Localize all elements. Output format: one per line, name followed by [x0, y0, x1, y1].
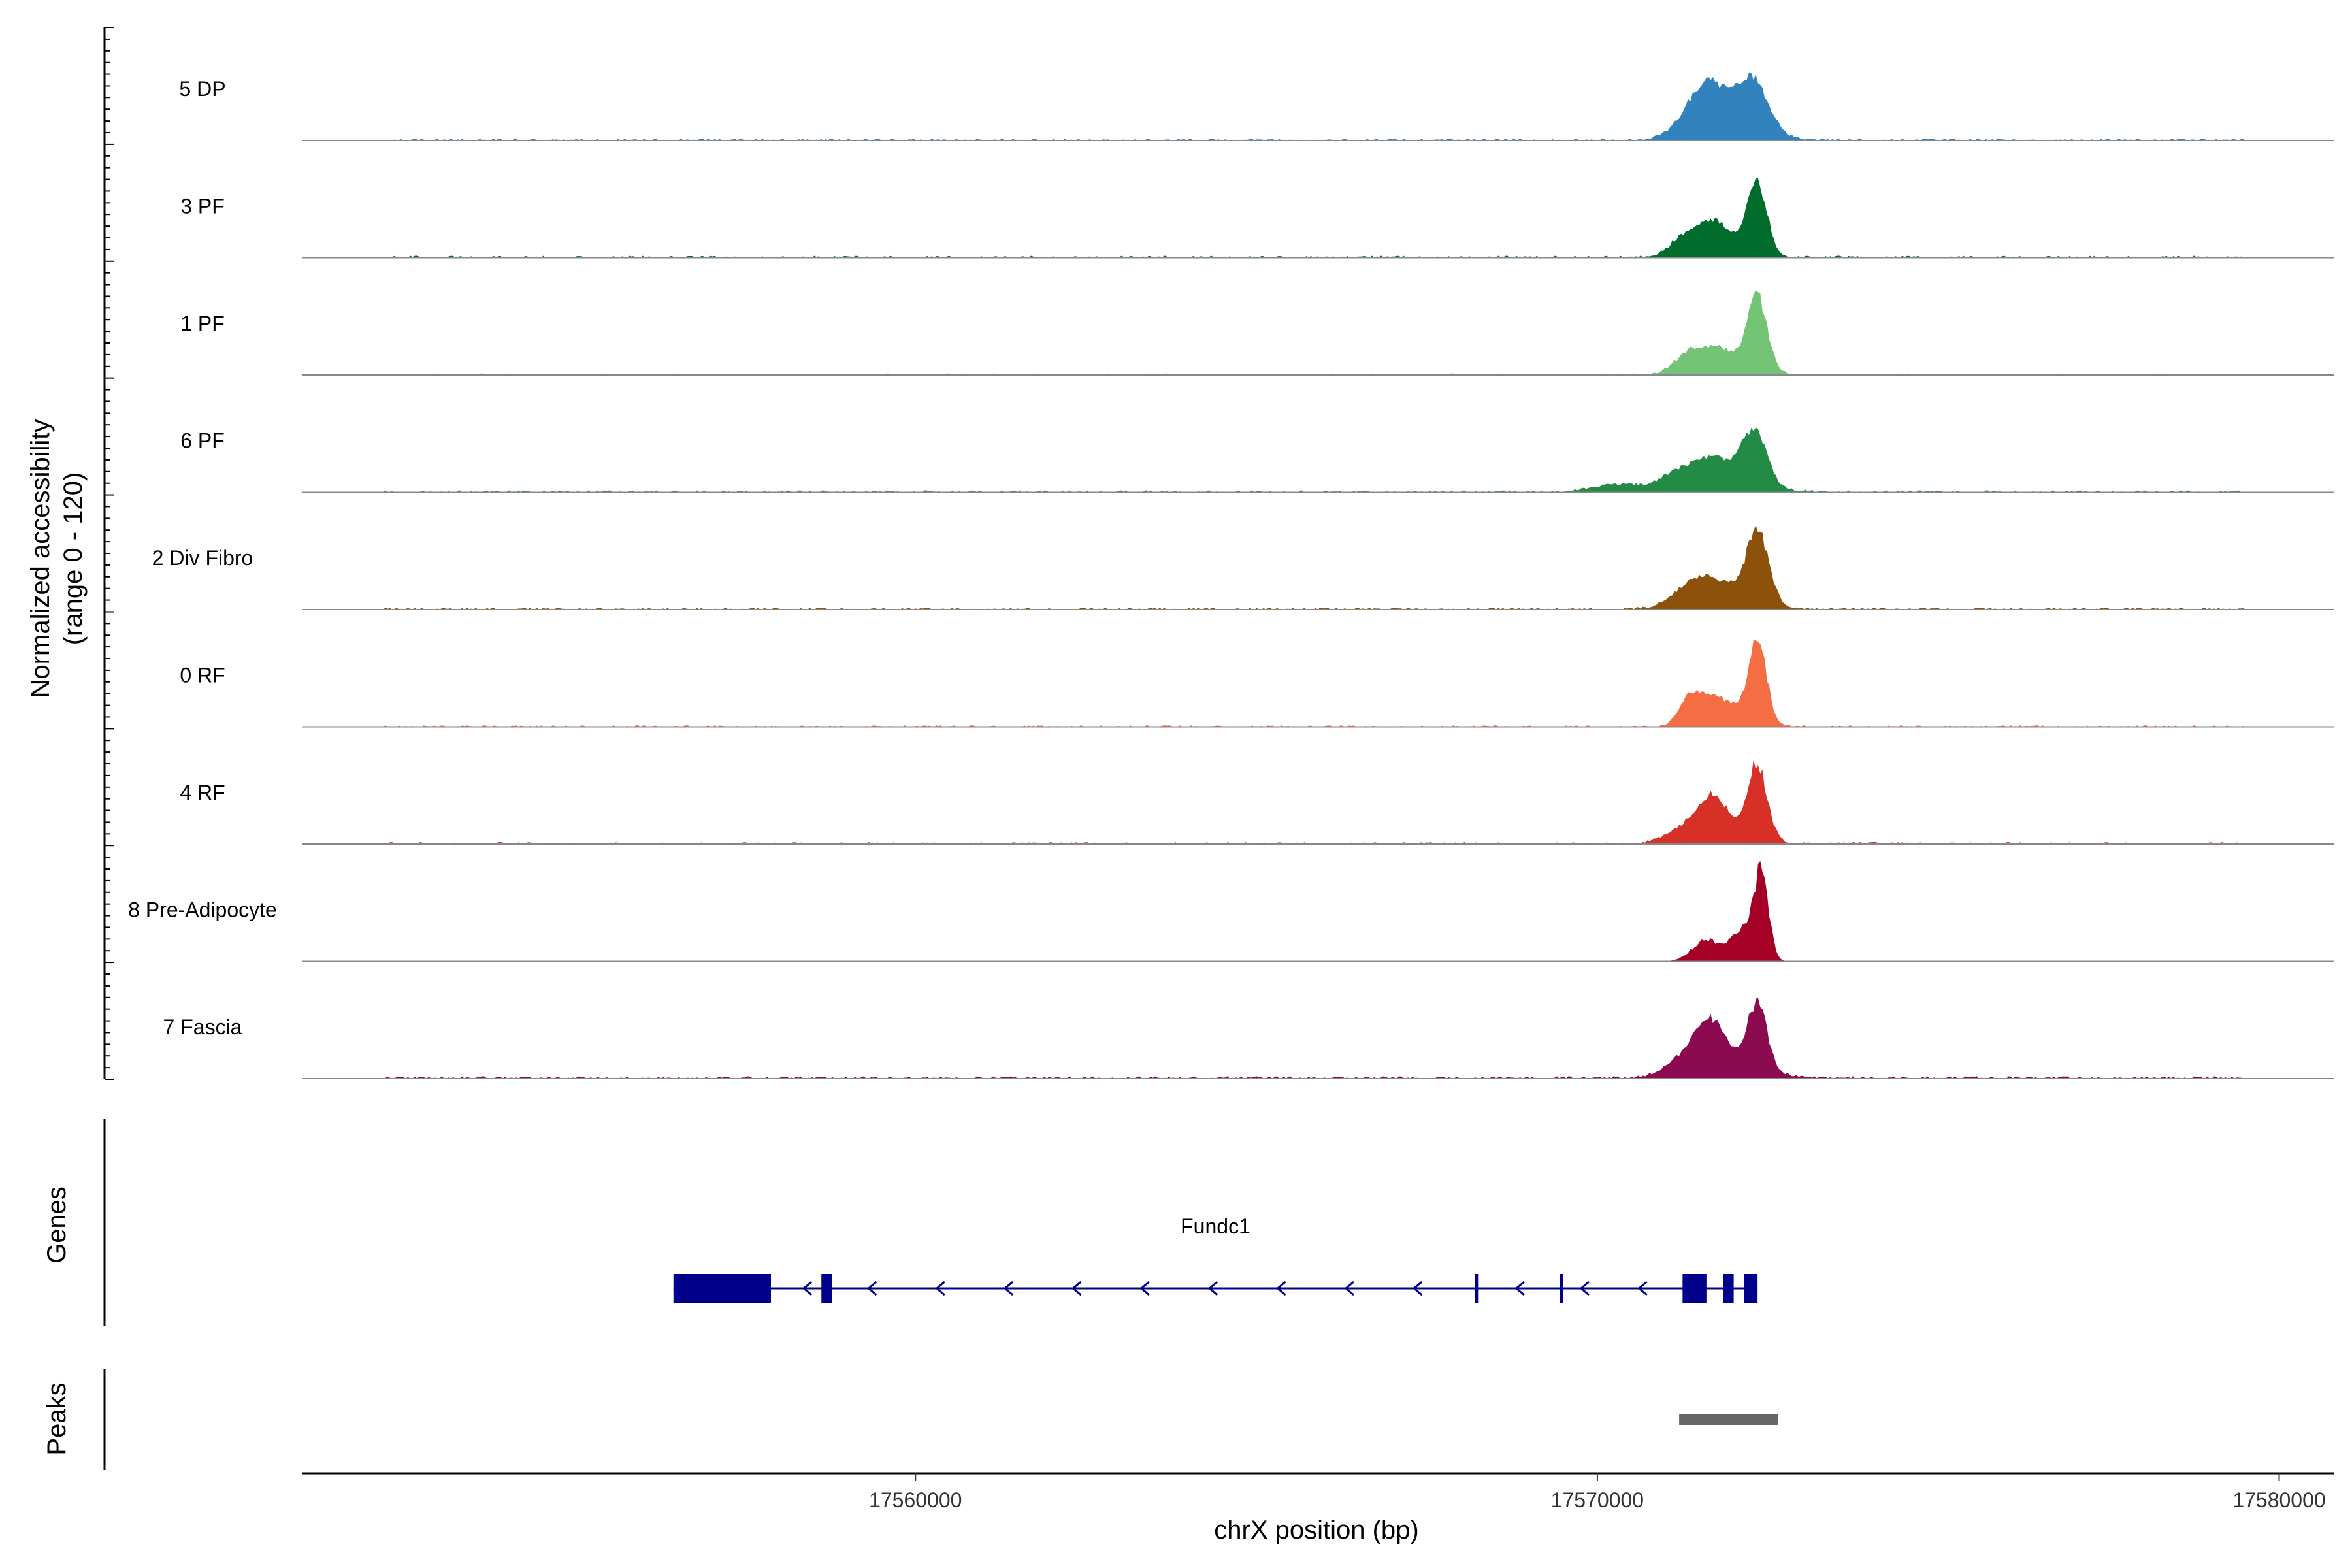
strand-arrow — [1003, 1281, 1014, 1296]
genes-track-title: Genes — [42, 1186, 71, 1264]
x-axis: 17560000 17570000 17580000 — [302, 1472, 2334, 1512]
gene-exon — [821, 1274, 832, 1303]
strand-arrow — [867, 1281, 877, 1296]
strand-arrow — [935, 1281, 945, 1296]
strand-arrow — [1139, 1281, 1150, 1296]
track-label: 3 PF — [180, 195, 225, 218]
gene-exon — [1682, 1274, 1707, 1303]
strand-arrow — [1514, 1281, 1525, 1296]
strand-arrow — [1579, 1281, 1590, 1296]
track-label: 4 RF — [180, 781, 225, 804]
coverage-area — [302, 72, 2334, 140]
strand-arrow — [802, 1281, 813, 1296]
gene-exon — [1723, 1274, 1734, 1303]
coverage-area — [302, 760, 2334, 844]
left-axis-group — [103, 27, 114, 1080]
coverage-area — [302, 997, 2334, 1079]
track-label: 7 Fascia — [163, 1015, 242, 1039]
track-label: 2 Div Fibro — [152, 546, 253, 570]
y-axis-subtitle: (range 0 - 120) — [59, 472, 88, 645]
strand-arrow — [1276, 1281, 1286, 1296]
coverage-area — [302, 860, 2334, 962]
gene-label: Fundc1 — [1181, 1215, 1250, 1238]
track-label: 6 PF — [180, 429, 225, 453]
coverage-area — [302, 178, 2334, 258]
coverage-tracks: 5 DP 3 PF 1 PF 6 PF 2 Div Fibro 0 RF 4 RF 8 Pre… — [128, 72, 2334, 1079]
track-label: 5 DP — [179, 77, 225, 101]
strand-arrow — [1412, 1281, 1423, 1296]
gene-exon — [1560, 1274, 1563, 1303]
coverage-area — [302, 427, 2334, 493]
gene-model — [673, 1274, 1758, 1303]
coverage-area — [302, 640, 2334, 727]
x-axis-title: chrX position (bp) — [1214, 1516, 1418, 1544]
x-tick-label: 17560000 — [869, 1488, 962, 1512]
gene-exon — [1475, 1274, 1479, 1303]
peak-region — [1679, 1414, 1778, 1425]
gene-exon — [673, 1274, 772, 1303]
y-axis-title: Normalized accessibility — [26, 419, 55, 698]
gene-exon — [1744, 1274, 1758, 1303]
strand-arrow — [1071, 1281, 1082, 1296]
x-tick-label: 17580000 — [2232, 1488, 2325, 1512]
peaks-track-title: Peaks — [42, 1382, 71, 1455]
track-label: 0 RF — [180, 664, 225, 687]
track-label: 1 PF — [180, 312, 225, 335]
coverage-area — [302, 525, 2334, 610]
track-label: 8 Pre-Adipocyte — [128, 898, 277, 922]
coverage-area — [302, 289, 2334, 375]
strand-arrow — [1344, 1281, 1354, 1296]
strand-arrow — [1637, 1281, 1648, 1296]
x-tick-label: 17570000 — [1551, 1488, 1644, 1512]
strand-arrow — [1207, 1281, 1218, 1296]
peaks-regions — [1679, 1414, 1778, 1425]
